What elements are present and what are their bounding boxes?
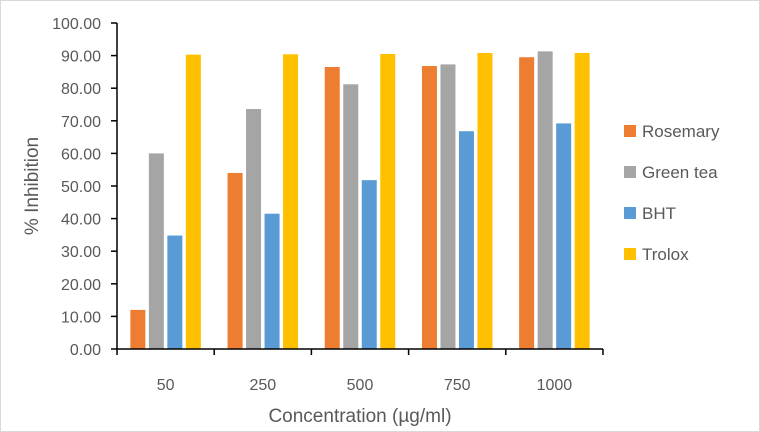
bar-bht [361,180,377,349]
x-tick-label: 250 [249,377,276,394]
bar-trolox [477,52,493,350]
legend-swatch [624,166,636,178]
bar-rosemary [130,309,146,349]
bar-green-tea [343,84,359,349]
legend-label: Rosemary [642,122,720,141]
y-axis-ticks: 0.00 10.00 20.00 30.00 40.00 50.00 60.00 70.00 8… [52,16,101,359]
legend-swatch [624,248,636,260]
bar-green-tea [246,109,262,349]
bars [130,51,590,350]
y-tick-label: 60.00 [61,146,101,163]
y-tick-label: 30.00 [61,244,101,261]
bar-bht [458,131,474,349]
y-tick-label: 20.00 [61,277,101,294]
x-axis [111,22,604,355]
bar-trolox [185,54,201,350]
bar-rosemary [421,66,437,349]
bar-bht [264,213,280,349]
legend-swatch [624,207,636,219]
y-tick-label: 40.00 [61,212,101,229]
bar-bht [167,235,183,349]
bar-rosemary [324,67,340,349]
legend-label: Green tea [642,163,718,182]
x-tick-label: 1000 [537,377,573,394]
bar-rosemary [227,172,243,349]
y-tick-label: 90.00 [61,49,101,66]
x-axis-ticks: 50 250 500 750 1000 [157,377,573,394]
bar-green-tea [148,153,164,349]
bar-bht [556,123,572,349]
legend: Rosemary Green tea BHT Trolox [624,122,720,264]
bar-green-tea [537,51,553,350]
x-axis-title: Concentration (µg/ml) [268,406,451,427]
bar-trolox [283,54,299,350]
bar-trolox [380,53,396,349]
x-tick-label: 500 [347,377,374,394]
legend-label: Trolox [642,245,689,264]
bar-rosemary [519,57,535,349]
bar-green-tea [440,64,456,350]
legend-label: BHT [642,204,676,223]
legend-swatch [624,125,636,137]
y-tick-label: 70.00 [61,114,101,131]
y-tick-label: 50.00 [61,179,101,196]
x-tick-label: 750 [444,377,471,394]
y-tick-label: 100.00 [52,16,101,33]
bar-trolox [574,52,590,350]
y-tick-label: 10.00 [61,309,101,326]
y-tick-label: 0.00 [70,342,101,359]
x-tick-label: 50 [157,377,175,394]
y-tick-label: 80.00 [61,81,101,98]
y-axis-title: % Inhibition [22,137,43,235]
